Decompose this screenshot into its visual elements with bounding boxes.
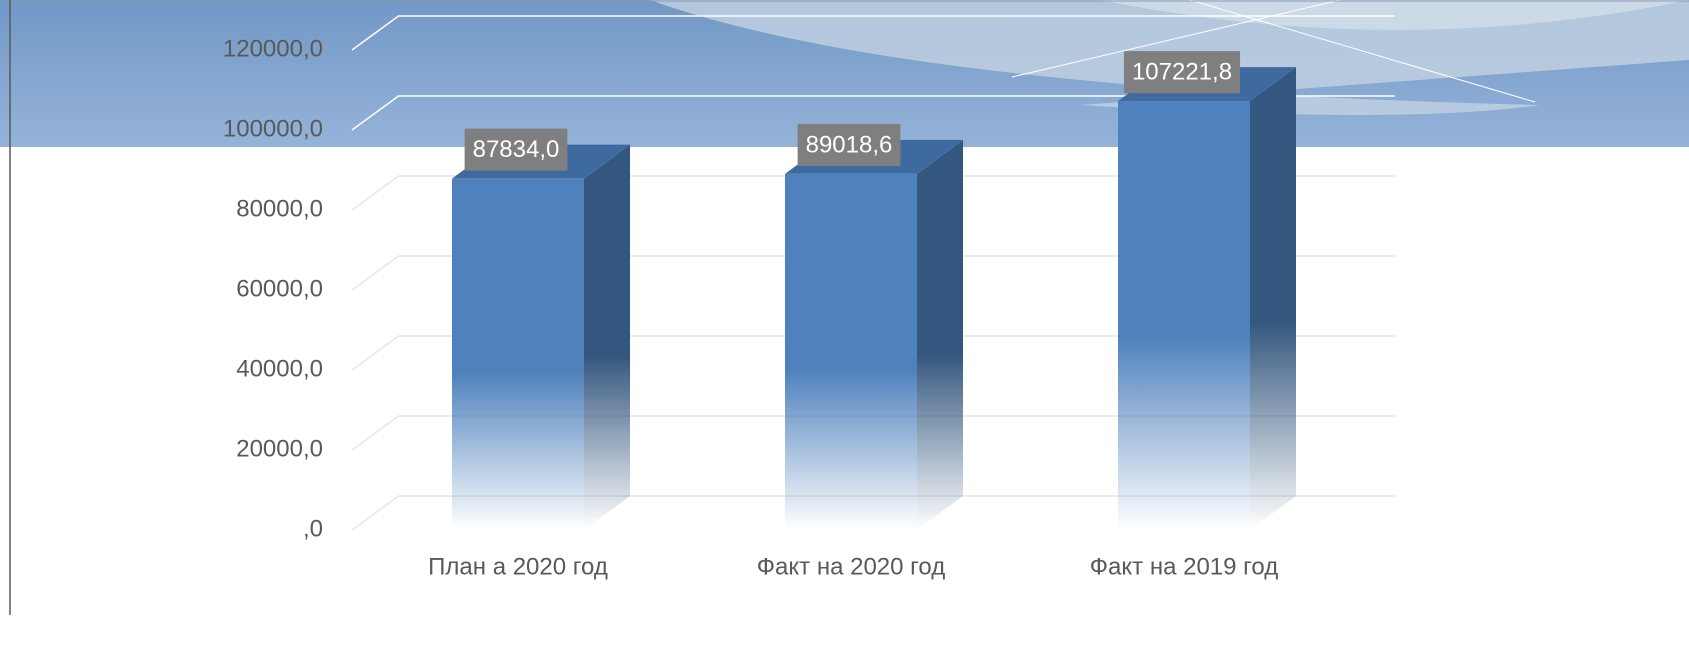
data-label: 107221,8 [1132,58,1232,85]
grid-line [351,255,1395,291]
bar-side [584,144,630,530]
data-label: 89018,6 [806,131,893,158]
y-tick-label: 20000,0 [236,435,323,462]
bar [452,178,584,530]
x-tick-label: Факт на 2019 год [1090,553,1278,580]
y-tick-label: 100000,0 [223,115,323,142]
grid-line [351,95,1395,131]
y-tick-label: 80000,0 [236,195,323,222]
x-tick-label: План а 2020 год [428,553,608,580]
data-label-box [1123,51,1241,94]
y-tick-label: 40000,0 [236,355,323,382]
y-tick-label: 120000,0 [223,35,323,62]
grid-line [351,335,1395,371]
bar-side [917,139,963,530]
data-label-box [464,128,568,171]
grid-line [351,415,1395,451]
bar [785,173,917,530]
data-label-box [797,123,901,166]
y-tick-label: 60000,0 [236,275,323,302]
bar-side [1250,67,1296,531]
x-tick-label: Факт на 2020 год [757,553,945,580]
bar [1118,101,1250,531]
grid-line [351,175,1395,211]
y-tick-label: ,0 [303,515,323,542]
grid-line [351,15,1395,51]
data-label: 87834,0 [473,136,560,163]
grid-line [351,495,1395,531]
